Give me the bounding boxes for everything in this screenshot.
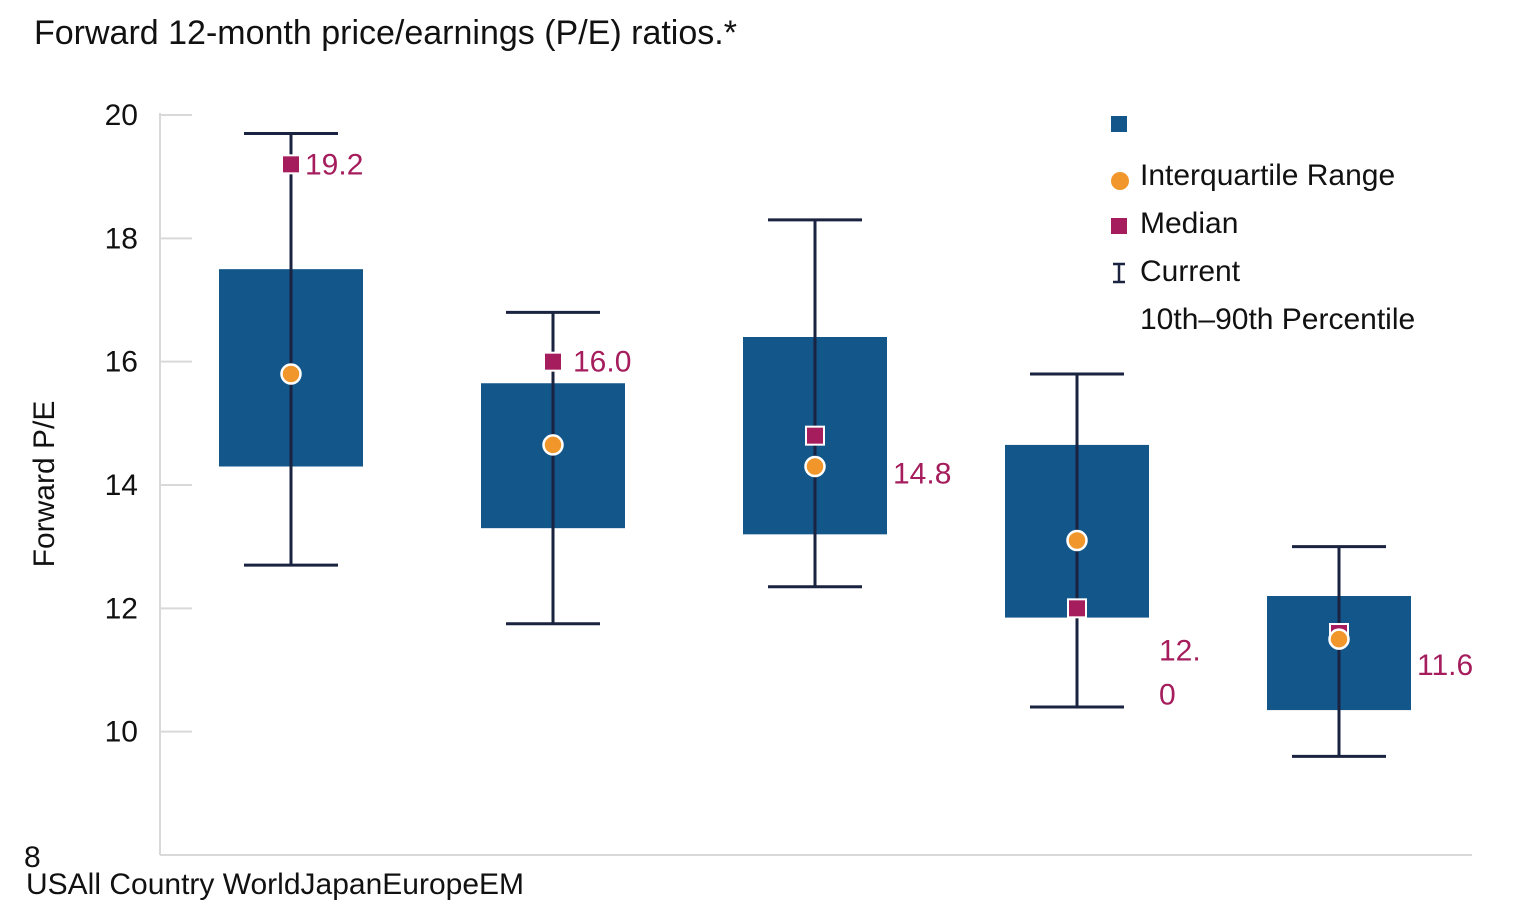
legend-label-interquartile: Interquartile Range	[1140, 159, 1396, 192]
y-tick-label: 10	[105, 716, 138, 749]
boxes	[219, 132, 1411, 758]
box-group	[743, 218, 887, 589]
box-group	[481, 310, 625, 626]
current-marker	[1066, 529, 1088, 552]
current-marker	[542, 434, 564, 456]
legend-item-box	[1108, 104, 1415, 152]
legend-item-median: Median	[1108, 200, 1415, 248]
median-value-label: 14.8	[893, 458, 951, 491]
median-marker	[1067, 598, 1087, 619]
legend-whisker-icon	[1113, 262, 1125, 284]
median-marker	[805, 425, 825, 446]
current-marker	[804, 455, 826, 478]
median-marker	[543, 351, 563, 372]
median-value-label: 12. 0	[1159, 634, 1201, 711]
legend-box-swatch-icon	[1111, 116, 1127, 132]
y-tick-label: 14	[105, 469, 138, 502]
legend: Interquartile Range Median Current 10th–…	[1108, 104, 1415, 344]
chart-title: Forward 12-month price/earnings (P/E) ra…	[34, 14, 737, 52]
y-tick-label: 20	[105, 99, 138, 132]
box-group	[219, 132, 363, 567]
value-labels: 19.2 16.0 14.8 12. 0 11.6	[305, 148, 1473, 711]
legend-circle-icon	[1111, 172, 1129, 190]
y-tick-label: 12	[105, 592, 138, 625]
y-tick-label: 18	[105, 222, 138, 255]
median-value-label: 16.0	[573, 346, 631, 379]
legend-label-percentile: 10th–90th Percentile	[1140, 303, 1416, 336]
x-axis-category-labels: USAll Country WorldJapanEuropeEM	[26, 868, 525, 901]
y-ticks: 20 18 16 14 12 10 8	[24, 99, 192, 874]
current-marker	[1328, 628, 1350, 650]
box-group	[1267, 545, 1411, 758]
y-tick-label: 8	[24, 841, 41, 874]
y-axis-label: Forward P/E	[28, 401, 61, 568]
median-value-label: 11.6	[1417, 649, 1473, 682]
legend-label-median: Median	[1140, 207, 1239, 240]
legend-square-icon	[1111, 218, 1127, 234]
current-marker	[280, 363, 302, 385]
median-marker	[281, 154, 301, 175]
legend-label-current: Current	[1140, 255, 1241, 288]
median-value-label: 19.2	[305, 148, 363, 181]
y-tick-label: 16	[105, 346, 138, 379]
legend-item-interquartile: Interquartile Range	[1108, 152, 1415, 200]
legend-item-current: Current	[1108, 248, 1415, 296]
box-group	[1005, 372, 1149, 709]
